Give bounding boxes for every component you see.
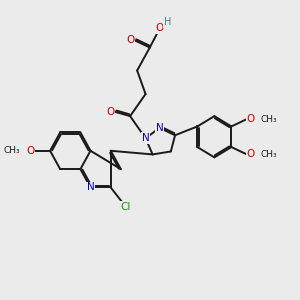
- Text: O: O: [106, 107, 115, 117]
- Text: CH₃: CH₃: [261, 115, 278, 124]
- Text: N: N: [142, 133, 149, 143]
- Text: Cl: Cl: [120, 202, 131, 212]
- Text: O: O: [126, 35, 134, 45]
- Text: O: O: [246, 149, 255, 159]
- Text: N: N: [156, 123, 164, 133]
- Text: CH₃: CH₃: [261, 150, 278, 159]
- Text: H: H: [164, 17, 171, 27]
- Text: O: O: [155, 23, 164, 33]
- Text: O: O: [26, 146, 34, 156]
- Text: O: O: [246, 114, 255, 124]
- Text: CH₃: CH₃: [3, 146, 20, 155]
- Text: N: N: [87, 182, 94, 193]
